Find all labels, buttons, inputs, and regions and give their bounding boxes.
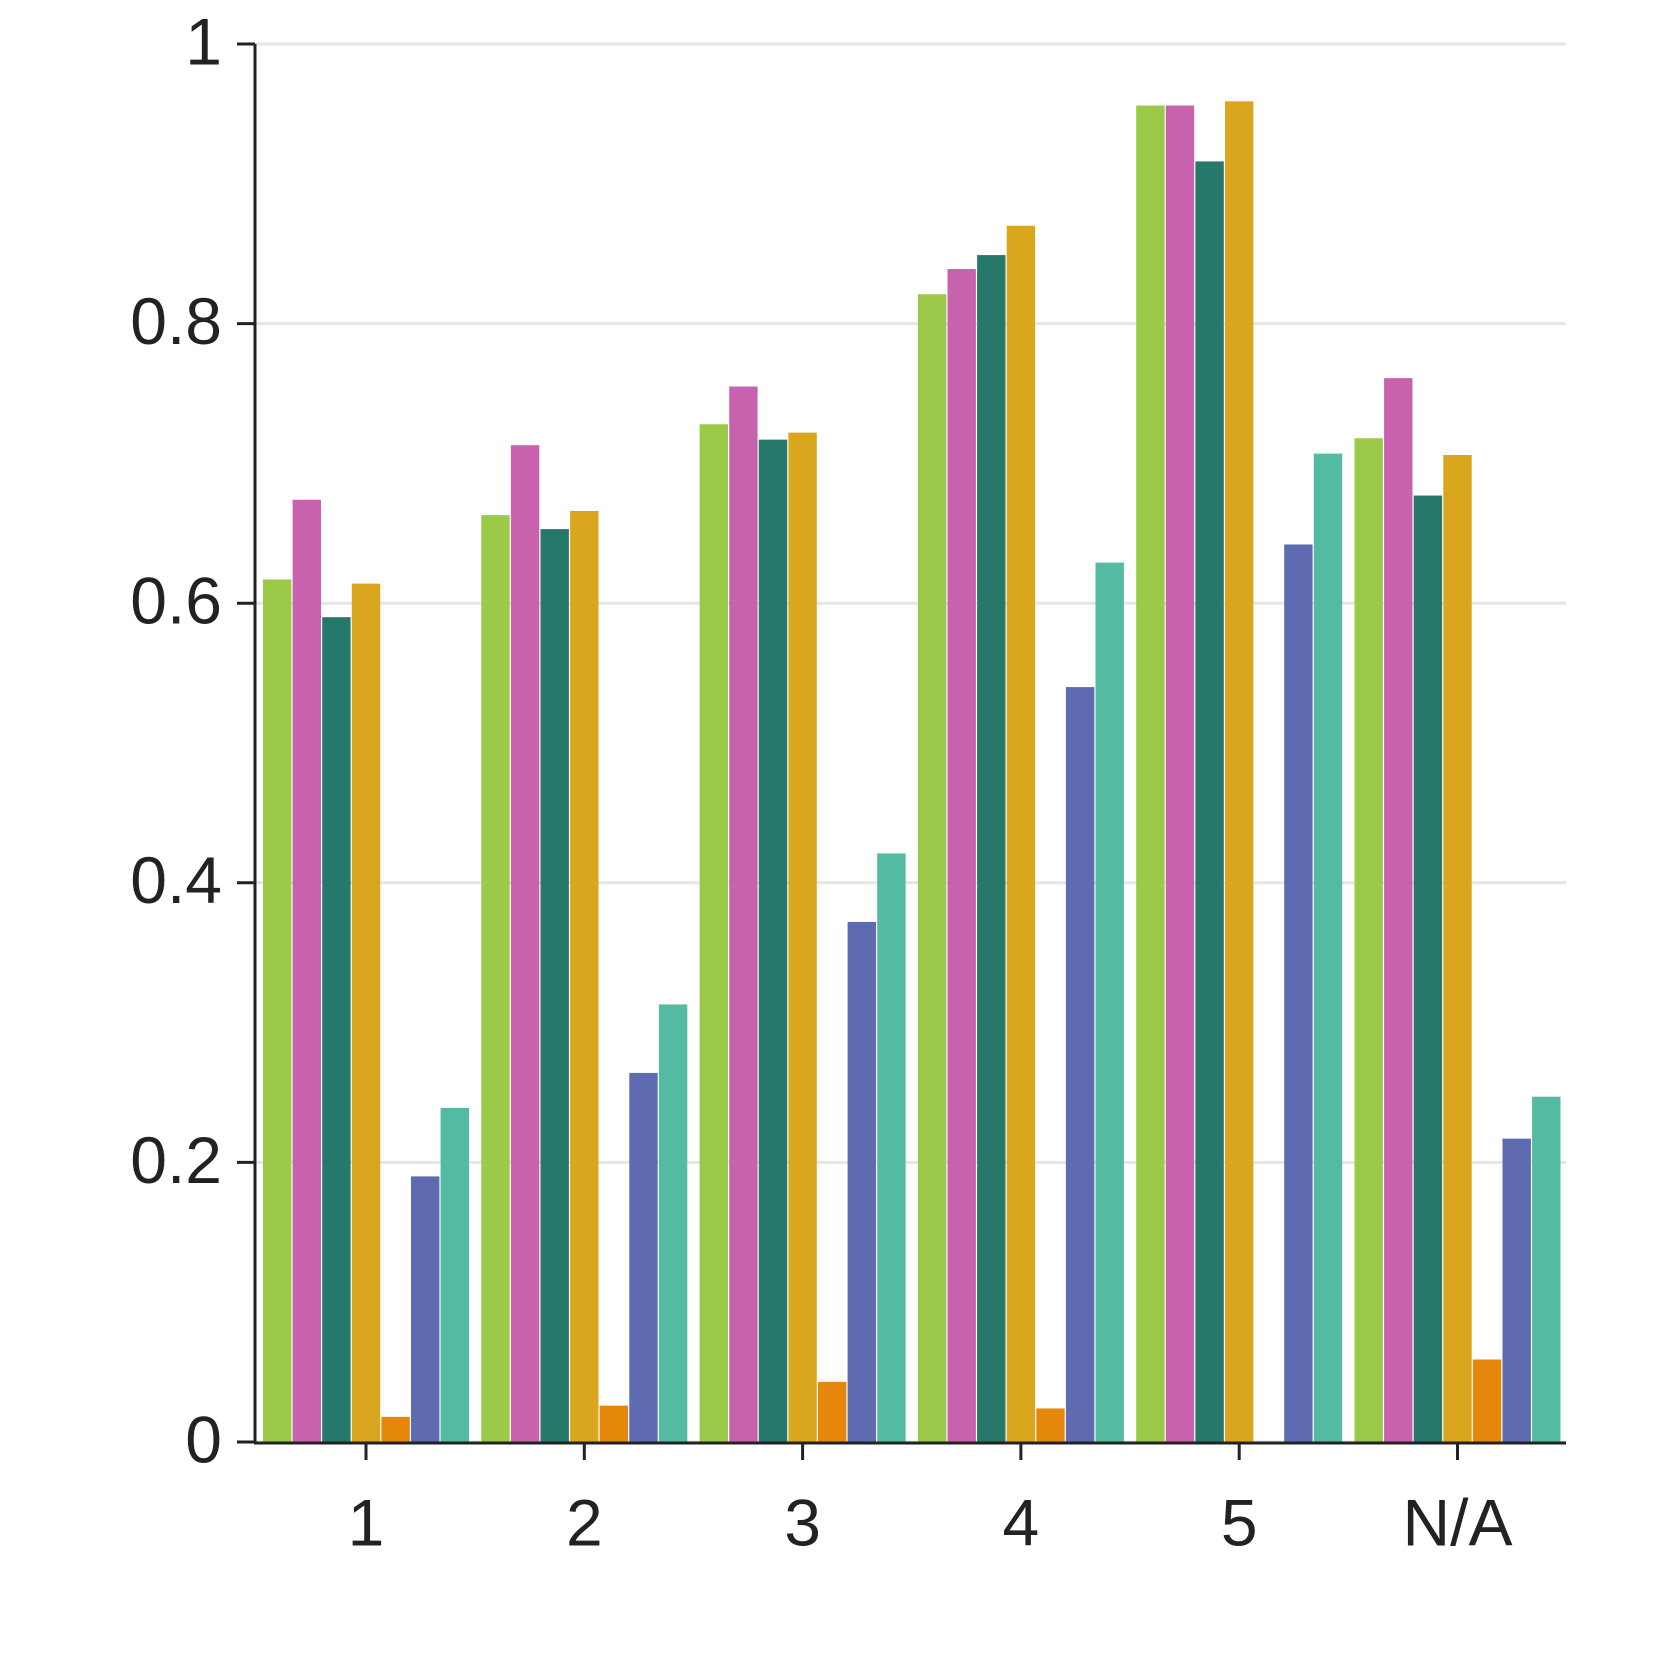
x-tick-label: 4	[1003, 1485, 1040, 1559]
bar	[1502, 1138, 1531, 1442]
bar	[1354, 438, 1383, 1443]
y-tick-label: 0.4	[130, 843, 222, 917]
bar	[1036, 1408, 1065, 1442]
bar	[570, 510, 599, 1442]
bar	[351, 583, 381, 1442]
bar	[877, 853, 906, 1442]
x-tick-label: 5	[1221, 1485, 1258, 1559]
bar	[1065, 687, 1095, 1442]
bar	[1195, 161, 1224, 1442]
y-tick-label: 0.8	[130, 284, 222, 358]
bar	[381, 1416, 410, 1442]
bar	[729, 386, 758, 1442]
bar	[818, 1381, 847, 1442]
bar	[1532, 1096, 1561, 1442]
bar	[1313, 453, 1343, 1442]
bar	[947, 269, 976, 1442]
axes: 0 0.2 0.4 0.6 0.8 1 1 2 3 4 5 N/A	[130, 4, 1566, 1559]
bar	[917, 294, 947, 1443]
x-tick-label: 3	[784, 1485, 821, 1559]
bar	[440, 1107, 469, 1442]
bar	[1006, 225, 1036, 1443]
bar	[292, 499, 321, 1442]
bar	[1136, 105, 1165, 1443]
bar	[1472, 1359, 1502, 1442]
y-tick-label: 1	[185, 4, 222, 78]
y-tick-label: 0.6	[130, 564, 222, 638]
bar	[322, 617, 351, 1442]
bar	[411, 1176, 440, 1442]
bar	[699, 424, 728, 1443]
bar	[599, 1405, 629, 1442]
bar	[540, 529, 569, 1442]
bar	[510, 445, 540, 1442]
bar	[977, 255, 1006, 1442]
bar	[1225, 101, 1254, 1443]
x-tick-label: 2	[566, 1485, 603, 1559]
bar	[1095, 562, 1124, 1442]
y-tick-label: 0.2	[130, 1123, 222, 1197]
x-tick-label: N/A	[1402, 1485, 1512, 1559]
bar	[847, 921, 876, 1442]
bar	[1284, 544, 1313, 1442]
y-tick-label: 0	[185, 1402, 222, 1476]
bars	[263, 101, 1561, 1443]
bar	[481, 515, 510, 1442]
x-tick-label: 1	[348, 1485, 385, 1559]
bar	[1443, 455, 1472, 1443]
bar	[658, 1004, 688, 1442]
bar	[629, 1072, 658, 1442]
bar	[1384, 378, 1413, 1442]
bar	[788, 432, 817, 1442]
bar	[263, 579, 292, 1442]
bar	[1413, 495, 1443, 1443]
bar	[1165, 105, 1195, 1443]
bar	[758, 439, 788, 1442]
